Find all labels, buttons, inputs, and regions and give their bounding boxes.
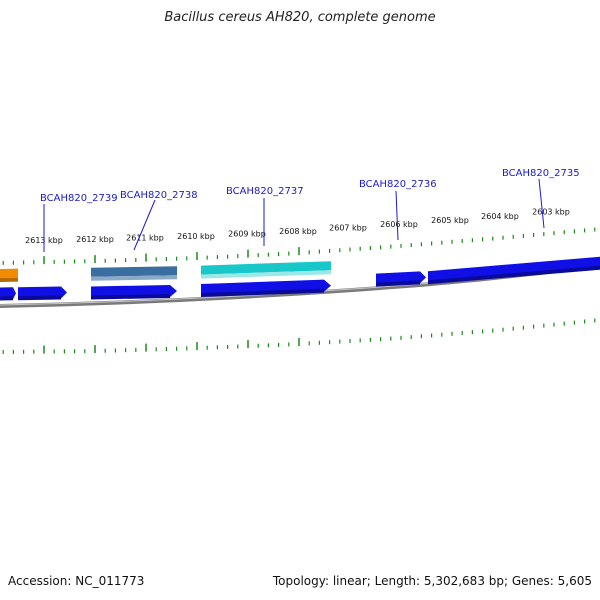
gene-features — [0, 256, 600, 301]
gene-callout-lines — [43, 178, 545, 252]
gene-label-BCAH820_2737[interactable]: BCAH820_2737 — [226, 186, 304, 197]
ruler-labels: 2613 kbp 2612 kbp 2611 kbp 2610 kbp 2609 kbp… — [25, 207, 570, 245]
topology-text: Topology: linear; Length: 5,302,683 bp; … — [272, 574, 592, 588]
ruler-label: 2609 kbp — [228, 230, 266, 239]
gene-feature-blue-1[interactable] — [0, 287, 16, 301]
gene-feature-BCAH820_2738[interactable] — [91, 266, 177, 281]
accession-text: Accession: NC_011773 — [8, 574, 145, 588]
ruler-label: 2603 kbp — [532, 207, 570, 216]
gene-feature-blue-4[interactable] — [201, 279, 331, 297]
gene-labels: BCAH820_2739 BCAH820_2738 BCAH820_2737 B… — [40, 168, 580, 204]
gene-feature-blue-3[interactable] — [91, 285, 177, 300]
gene-label-BCAH820_2736[interactable]: BCAH820_2736 — [359, 179, 437, 190]
ruler-label: 2605 kbp — [431, 216, 469, 225]
gene-feature-orange[interactable] — [0, 268, 18, 282]
ruler-label: 2606 kbp — [380, 220, 418, 229]
ruler-label: 2610 kbp — [177, 232, 215, 241]
gene-feature-blue-5[interactable] — [376, 271, 426, 287]
gene-feature-blue-6[interactable] — [428, 256, 600, 285]
gene-feature-BCAH820_2737[interactable] — [201, 261, 331, 279]
gene-label-BCAH820_2739[interactable]: BCAH820_2739 — [40, 193, 118, 204]
ruler-label: 2604 kbp — [481, 212, 519, 221]
gene-label-BCAH820_2738[interactable]: BCAH820_2738 — [120, 190, 198, 201]
ruler-label: 2612 kbp — [76, 235, 114, 244]
ruler-label: 2608 kbp — [279, 227, 317, 236]
gene-label-BCAH820_2735[interactable]: BCAH820_2735 — [502, 168, 580, 179]
ruler-label: 2607 kbp — [329, 224, 367, 233]
lower-ruler-ticks — [2, 318, 596, 354]
gene-feature-blue-2[interactable] — [18, 286, 67, 301]
upper-ruler-ticks — [2, 227, 596, 265]
map-title: Bacillus cereus AH820, complete genome — [164, 10, 436, 25]
ruler-label: 2611 kbp — [126, 234, 164, 243]
